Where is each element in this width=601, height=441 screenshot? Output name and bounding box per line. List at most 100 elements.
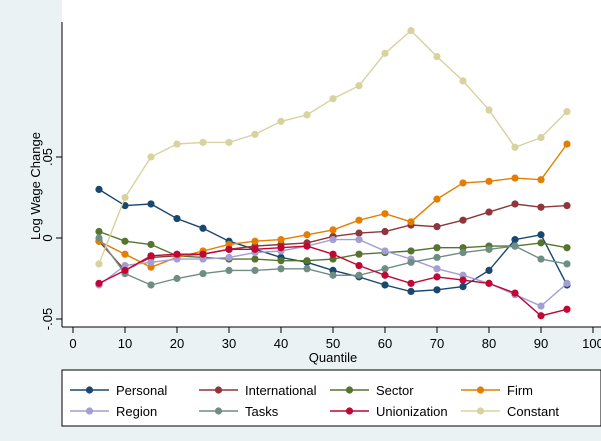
x-tick-label: 80 [482,336,496,351]
data-point-tasks [251,266,259,274]
data-point-firm [355,216,363,224]
x-tick-label: 50 [326,336,340,351]
legend-item-personal: Personal [70,383,167,398]
data-point-tasks [355,271,363,279]
data-point-personal [537,231,545,239]
legend-swatch-marker [214,386,223,394]
data-point-international [433,223,441,231]
data-point-tasks [563,260,571,268]
data-point-firm [537,176,545,184]
legend-label: Constant [507,404,559,419]
data-point-sector [303,257,311,265]
data-point-firm [329,226,337,234]
data-point-firm [433,195,441,203]
data-point-unionization [355,261,363,270]
y-axis-title: Log Wage Change [28,132,43,240]
data-point-personal [459,283,467,291]
data-point-unionization [537,312,545,320]
data-point-international [563,202,571,210]
data-point-personal [173,214,181,223]
data-point-tasks [199,270,207,278]
data-point-tasks [147,281,155,289]
data-point-constant [459,77,467,85]
x-tick-label: 30 [222,336,236,351]
data-point-firm [511,174,519,182]
data-point-personal [199,224,207,232]
legend-swatch-marker [345,386,354,394]
legend-label: International [245,383,317,398]
legend-item-constant: Constant [461,404,559,419]
legend-swatch-marker [85,407,94,415]
data-point-unionization [173,250,181,258]
data-point-personal [95,185,103,193]
data-point-constant [121,193,129,202]
data-point-tasks [511,242,519,250]
data-point-constant [303,111,311,119]
data-point-tasks [459,248,467,257]
data-point-constant [251,130,259,138]
data-point-personal [147,200,155,208]
data-point-tasks [329,271,337,279]
legend-label: Tasks [245,404,279,419]
data-point-international [511,200,519,208]
data-point-tasks [381,265,389,273]
legend-label: Unionization [376,404,448,419]
legend-label: Firm [507,383,533,398]
data-point-unionization [147,252,155,260]
y-axis: -.05 0 .05 [40,22,63,330]
data-point-tasks [407,258,415,266]
data-point-unionization [251,245,259,253]
data-point-constant [225,138,233,147]
series-layer [95,27,571,320]
series-unionization [95,242,571,320]
data-point-constant [433,52,441,61]
data-point-region [563,279,571,287]
data-point-tasks [173,274,181,283]
legend-label: Sector [376,383,414,398]
data-point-constant [173,140,181,148]
x-tick-label: 70 [430,336,444,351]
data-point-sector [251,255,259,263]
data-point-constant [407,27,415,35]
data-point-firm [251,237,259,245]
legend-item-unionization: Unionization [330,404,448,419]
data-point-sector [433,244,441,252]
data-point-firm [277,236,285,244]
data-point-sector [563,244,571,252]
data-point-sector [95,227,103,236]
data-point-region [433,265,441,273]
legend-item-international: International [199,383,317,398]
data-point-unionization [199,250,207,258]
data-point-tasks [485,245,493,253]
legend-item-region: Region [70,404,157,419]
data-point-constant [95,260,103,268]
data-point-region [537,302,545,310]
legend-item-sector: Sector [330,383,414,398]
x-tick-label: 90 [534,336,548,351]
legend-item-tasks: Tasks [199,404,279,419]
data-point-constant [511,143,519,151]
data-point-constant [277,117,285,125]
data-point-unionization [381,271,389,279]
legend-item-firm: Firm [461,383,533,398]
x-axis-title: Quantile [309,350,357,365]
legend-label: Personal [116,383,167,398]
data-point-constant [485,106,493,114]
data-point-region [147,258,155,266]
data-point-firm [563,140,571,148]
data-point-sector [537,239,545,247]
x-tick-label: 20 [170,336,184,351]
legend-swatch-marker [345,407,354,415]
data-point-firm [121,250,129,258]
data-point-unionization [121,266,129,274]
data-point-unionization [485,279,493,287]
y-tick-label: -.05 [40,308,55,330]
data-point-unionization [95,279,103,287]
x-tick-label: 0 [69,336,76,351]
data-point-unionization [303,242,311,250]
data-point-international [537,203,545,211]
data-point-personal [381,281,389,289]
data-point-constant [147,153,155,161]
y-tick-label: .05 [40,148,55,166]
x-tick-label: 10 [118,336,132,351]
